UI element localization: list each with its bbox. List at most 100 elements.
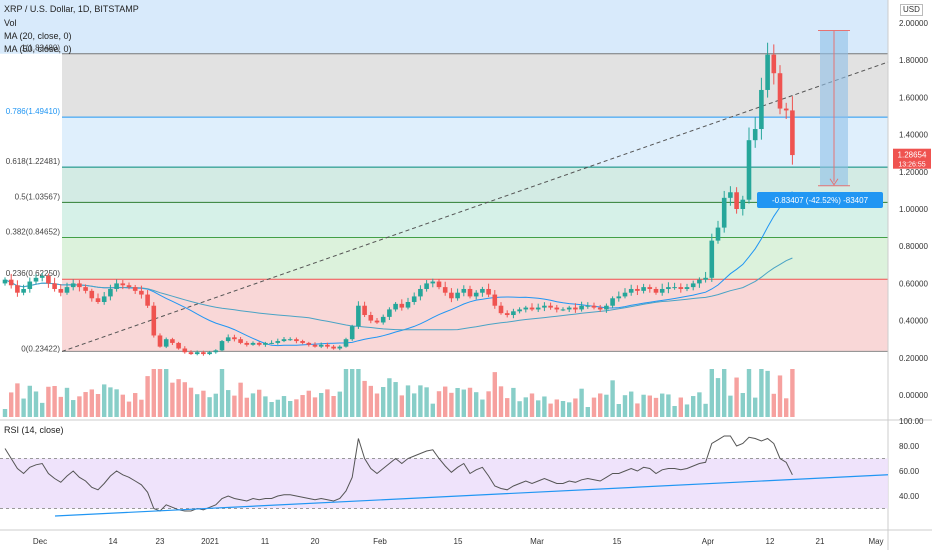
candle-body xyxy=(473,292,479,297)
currency-badge[interactable]: USD xyxy=(900,4,923,16)
fib-zone xyxy=(62,117,888,168)
candle-body xyxy=(529,307,535,310)
volume-bar xyxy=(120,394,125,417)
candle-body xyxy=(219,341,225,351)
volume-bar xyxy=(660,393,665,417)
volume-bar xyxy=(536,400,541,417)
volume-bar xyxy=(740,393,745,417)
candle-body xyxy=(548,305,553,308)
candle-body xyxy=(89,290,95,299)
candle-body xyxy=(697,279,702,284)
candle-body xyxy=(101,296,107,302)
volume-bar xyxy=(331,396,336,417)
candle-body xyxy=(566,307,572,310)
volume-bar xyxy=(64,387,70,417)
candle-body xyxy=(70,283,76,288)
volume-bar xyxy=(753,397,758,417)
candle-body xyxy=(58,288,64,293)
volume-bar xyxy=(188,387,194,417)
ma20-legend[interactable]: MA (20, close, 0) xyxy=(4,31,72,41)
volume-bar xyxy=(275,399,280,417)
fib-level-label: 0.236(0.62250) xyxy=(6,269,61,278)
volume-bar xyxy=(95,394,101,417)
candle-body xyxy=(449,292,454,299)
candle-body xyxy=(715,227,721,241)
candle-body xyxy=(163,339,169,347)
volume-bar xyxy=(89,389,94,417)
candle-body xyxy=(517,309,522,312)
volume-bar xyxy=(517,401,522,417)
candle-body xyxy=(64,287,70,293)
volume-bar xyxy=(598,393,603,417)
volume-bar xyxy=(126,401,132,417)
candle-body xyxy=(411,296,417,302)
volume-bar xyxy=(629,391,634,417)
volume-bar xyxy=(418,385,423,417)
dashed-trend-line xyxy=(61,61,889,352)
candle-body xyxy=(666,287,671,289)
rsi-panel xyxy=(0,435,889,517)
candle-body xyxy=(343,339,349,347)
volume-bar xyxy=(610,380,615,417)
x-axis-tick: Apr xyxy=(702,537,715,546)
volume-bar xyxy=(238,382,243,417)
volume-bar xyxy=(474,392,479,417)
candle-body xyxy=(635,288,640,291)
fib-level-label: 0.786(1.49410) xyxy=(6,107,61,116)
fibonacci-retracement[interactable]: 0(0.23422) 0.236(0.62250) 0.382(0.84652) 0.… xyxy=(0,0,888,353)
rsi-band xyxy=(0,458,888,509)
volume-legend[interactable]: Vol xyxy=(4,18,17,28)
volume-bar xyxy=(337,391,342,417)
measure-arrow-head xyxy=(829,178,839,186)
trend-line[interactable] xyxy=(61,61,889,352)
candle-body xyxy=(690,283,696,288)
volume-bar xyxy=(133,393,138,417)
x-axis-tick: May xyxy=(868,537,883,546)
volume-bar xyxy=(405,385,411,417)
ma50-legend[interactable]: MA (50, close, 0) xyxy=(4,44,72,54)
volume-bar xyxy=(139,399,144,417)
rsi-axis-tick: 100.00 xyxy=(899,417,924,426)
measure-label-box xyxy=(757,192,883,208)
candle-body xyxy=(362,305,367,316)
y-axis-tick: 1.80000 xyxy=(899,56,928,65)
volume-bar xyxy=(393,382,398,417)
volume-bar xyxy=(71,400,76,417)
volume-bar xyxy=(715,378,721,417)
volume-bar xyxy=(616,404,621,417)
candle-body xyxy=(585,305,591,307)
rsi-line xyxy=(4,435,793,512)
volume-bar xyxy=(145,376,150,417)
volume-bar xyxy=(709,369,714,417)
candle-body xyxy=(498,305,504,314)
volume-bar xyxy=(480,399,485,417)
candle-body xyxy=(535,307,541,310)
volume-bar xyxy=(114,389,119,417)
volume-bar xyxy=(58,396,63,417)
price-badge-bg xyxy=(893,148,931,169)
price-range-measure[interactable]: -0.83407 (-42.52%) -83407 xyxy=(757,29,883,208)
candle-body xyxy=(752,129,758,141)
candle-body xyxy=(480,288,485,293)
candle-body xyxy=(132,287,138,291)
volume-bar xyxy=(641,394,646,417)
candle-body xyxy=(678,287,684,289)
candle-body xyxy=(139,290,144,295)
volume-bar xyxy=(195,394,200,417)
candle-body xyxy=(21,288,26,293)
volume-bar xyxy=(176,379,181,417)
candle-body xyxy=(250,342,256,345)
rsi-legend[interactable]: RSI (14, close) xyxy=(4,425,64,435)
x-axis-tick: 14 xyxy=(109,537,118,546)
candle-body xyxy=(95,298,101,302)
volume-bar xyxy=(21,398,26,417)
volume-bar xyxy=(430,403,435,417)
volume-bar xyxy=(381,387,386,417)
candle-body xyxy=(356,305,361,327)
candle-body xyxy=(374,320,380,323)
volume-bar xyxy=(759,369,764,417)
volume-bar xyxy=(777,375,783,417)
candle-body xyxy=(759,89,764,130)
symbol-title[interactable]: XRP / U.S. Dollar, 1D, BITSTAMP xyxy=(4,4,139,14)
